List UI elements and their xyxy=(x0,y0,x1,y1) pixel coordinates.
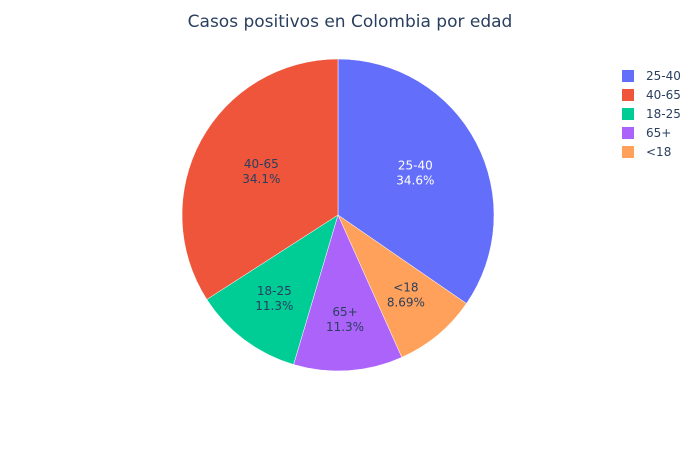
pie-slice-3[interactable] xyxy=(206,214,339,365)
pie-slice-0[interactable] xyxy=(337,58,495,304)
legend-swatch xyxy=(622,88,634,101)
legend-swatch xyxy=(622,107,634,120)
legend-item-3[interactable]: 65+ xyxy=(622,123,681,142)
pie-slice-1[interactable] xyxy=(337,214,467,358)
legend-swatch xyxy=(622,145,634,158)
legend-label: <18 xyxy=(646,144,672,159)
legend-label: 40-65 xyxy=(646,87,681,102)
slice-label-0: 25-40 34.6% xyxy=(396,158,434,187)
slice-label-3: 18-25 11.3% xyxy=(255,284,293,313)
slice-label-2: 65+ 11.3% xyxy=(326,305,364,334)
pie-slice-2[interactable] xyxy=(293,214,403,372)
legend-item-2[interactable]: 18-25 xyxy=(622,104,681,123)
legend-item-0[interactable]: 25-40 xyxy=(622,66,681,85)
legend-label: 18-25 xyxy=(646,106,681,121)
legend: 25-40 40-65 18-25 65+ <18 xyxy=(622,66,681,161)
slice-label-4: 40-65 34.1% xyxy=(242,157,280,186)
pie-slice-4[interactable] xyxy=(181,58,339,300)
legend-swatch xyxy=(622,126,634,139)
slice-label-1: <18 8.69% xyxy=(387,281,425,310)
legend-label: 65+ xyxy=(646,125,672,140)
legend-label: 25-40 xyxy=(646,68,681,83)
legend-item-4[interactable]: <18 xyxy=(622,142,681,161)
legend-item-1[interactable]: 40-65 xyxy=(622,85,681,104)
legend-swatch xyxy=(622,69,634,82)
chart-title: Casos positivos en Colombia por edad xyxy=(187,12,513,32)
